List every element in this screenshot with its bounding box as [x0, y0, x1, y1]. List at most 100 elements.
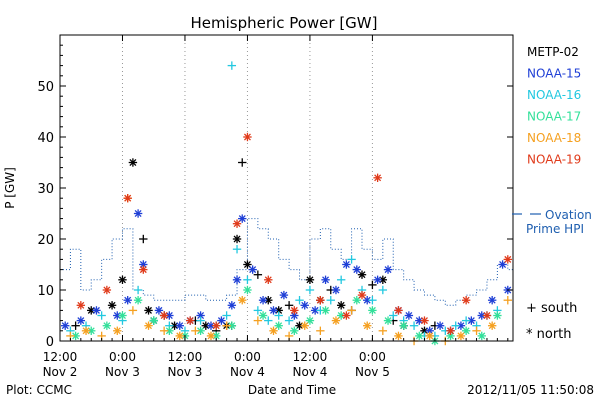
- point-metp-02: [238, 158, 247, 167]
- point-metp-02: [378, 275, 388, 284]
- point-noaa-17: [305, 316, 315, 325]
- x-tick-label-time: 0:00: [234, 350, 261, 364]
- point-noaa-18: [487, 321, 497, 330]
- point-noaa-15: [352, 265, 361, 274]
- point-noaa-15: [342, 260, 351, 269]
- point-metp-02: [71, 321, 80, 330]
- legend-entry-noaa-15: NOAA-15: [527, 67, 581, 81]
- y-tick-label: 30: [37, 182, 54, 197]
- x-tick-label-date: Nov 5: [355, 365, 390, 379]
- point-noaa-18: [144, 321, 153, 330]
- point-noaa-19: [482, 311, 492, 320]
- y-tick-label: 20: [37, 233, 54, 248]
- point-noaa-17: [461, 326, 471, 335]
- point-noaa-17: [102, 321, 112, 330]
- point-noaa-19: [76, 301, 86, 310]
- point-noaa-16: [305, 285, 315, 295]
- point-noaa-15: [363, 296, 372, 305]
- legend: METP-02 NOAA-15 NOAA-16 NOAA-17 NOAA-18 NOAA-…: [527, 45, 581, 167]
- point-noaa-19: [373, 173, 382, 182]
- point-noaa-15: [258, 296, 268, 305]
- point-noaa-17: [290, 326, 299, 335]
- point-noaa-15: [175, 321, 184, 330]
- point-noaa-18: [128, 306, 138, 315]
- point-noaa-18: [81, 326, 91, 335]
- marker-legend: + south * north: [526, 301, 577, 342]
- point-noaa-18: [113, 326, 122, 335]
- ovation-legend: Ovation Prime HPI: [512, 208, 592, 236]
- x-tick-label-date: Nov 4: [292, 365, 327, 379]
- point-noaa-17: [227, 321, 237, 330]
- point-noaa-17: [477, 331, 486, 341]
- point-noaa-18: [503, 296, 512, 305]
- point-noaa-19: [503, 255, 512, 264]
- x-tick-label-time: 12:00: [293, 350, 328, 364]
- ovation-legend-label-1: Ovation: [545, 208, 592, 222]
- point-noaa-17: [383, 316, 393, 325]
- point-noaa-17: [399, 321, 408, 330]
- point-noaa-15: [227, 301, 237, 310]
- point-noaa-16: [274, 311, 283, 320]
- point-noaa-17: [243, 285, 252, 295]
- point-noaa-15: [300, 301, 309, 310]
- point-noaa-18: [347, 306, 356, 315]
- point-noaa-15: [165, 311, 174, 320]
- point-noaa-17: [149, 316, 158, 325]
- point-noaa-15: [248, 265, 257, 274]
- point-noaa-16: [409, 321, 419, 330]
- point-noaa-19: [290, 306, 299, 315]
- point-noaa-18: [363, 321, 372, 330]
- point-noaa-15: [321, 275, 330, 284]
- point-noaa-19: [139, 265, 148, 274]
- point-noaa-16: [368, 296, 377, 305]
- x-tick-label-time: 12:00: [168, 350, 203, 364]
- point-noaa-19: [316, 296, 325, 305]
- ovation-legend-label-2: Prime HPI: [526, 222, 584, 236]
- point-metp-02: [243, 260, 252, 269]
- point-noaa-18: [425, 331, 434, 341]
- point-noaa-18: [316, 326, 325, 335]
- point-noaa-15: [383, 265, 393, 274]
- point-noaa-15: [269, 306, 278, 315]
- point-noaa-16: [222, 311, 231, 320]
- x-tick-label-date: Nov 4: [230, 365, 265, 379]
- point-noaa-18: [378, 326, 388, 335]
- point-noaa-16: [389, 311, 398, 320]
- point-noaa-15: [331, 285, 341, 295]
- point-noaa-17: [71, 331, 80, 341]
- point-noaa-16: [461, 316, 471, 325]
- chart-title: Hemispheric Power [GW]: [191, 14, 378, 32]
- point-noaa-15: [133, 209, 143, 218]
- point-noaa-18: [175, 331, 184, 341]
- point-noaa-18: [238, 296, 247, 305]
- point-noaa-17: [133, 296, 143, 305]
- legend-entry-noaa-18: NOAA-18: [527, 131, 581, 145]
- point-noaa-15: [435, 321, 445, 330]
- point-noaa-19: [264, 275, 273, 284]
- point-noaa-17: [352, 296, 361, 305]
- point-noaa-17: [274, 321, 283, 330]
- point-noaa-16: [97, 311, 106, 320]
- point-noaa-18: [222, 321, 231, 330]
- point-noaa-19: [159, 311, 169, 320]
- point-noaa-18: [253, 316, 263, 325]
- point-metp-02: [139, 234, 148, 244]
- point-noaa-19: [420, 316, 429, 325]
- ovation-series: [60, 218, 513, 306]
- point-noaa-16: [243, 275, 252, 284]
- legend-entry-metp-02: METP-02: [527, 45, 579, 59]
- y-tick-label: 0: [46, 335, 54, 350]
- point-noaa-18: [206, 331, 216, 341]
- point-noaa-17: [118, 311, 127, 320]
- point-noaa-16: [451, 321, 460, 330]
- x-tick-label-date: Nov 3: [105, 365, 140, 379]
- legend-entry-noaa-16: NOAA-16: [527, 88, 581, 102]
- point-noaa-15: [76, 316, 86, 325]
- point-noaa-16: [264, 316, 273, 325]
- point-noaa-17: [321, 306, 330, 315]
- point-noaa-16: [326, 296, 335, 305]
- point-noaa-18: [269, 326, 278, 335]
- point-noaa-19: [212, 321, 221, 330]
- point-noaa-15: [232, 275, 242, 284]
- point-noaa-18: [331, 316, 341, 325]
